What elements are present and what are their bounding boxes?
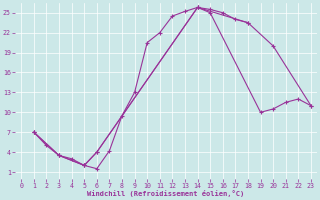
X-axis label: Windchill (Refroidissement éolien,°C): Windchill (Refroidissement éolien,°C) xyxy=(87,190,245,197)
